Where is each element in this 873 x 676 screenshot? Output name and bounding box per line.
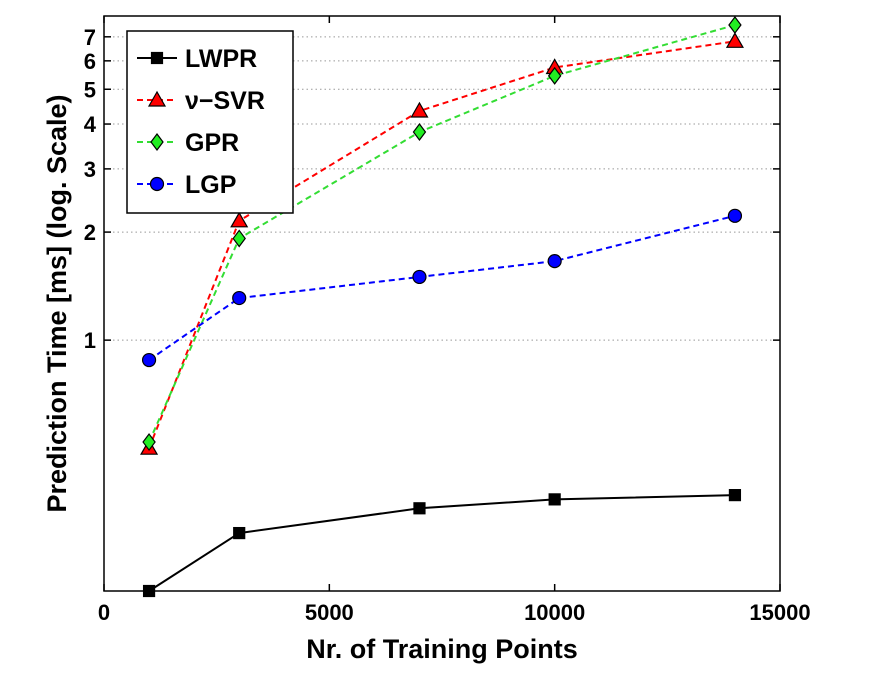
plot-frame [103,15,781,592]
y-tick-label-7: 7 [84,25,96,50]
point-gpr-7000 [412,123,427,142]
legend: LWPR ν−SVR GPR LGP [126,30,294,214]
y-tick-label-3: 3 [84,157,96,182]
legend-label-lgp: LGP [185,171,236,199]
legend-entry-lgp: LGP [137,171,236,199]
y-tick-label-1: 1 [84,328,96,353]
point-lgp-7000 [412,269,427,285]
y-tick-label-6: 6 [84,49,96,74]
point-gpr-10000 [547,66,562,85]
legend-label-lwpr: LWPR [185,45,257,73]
point-lgp-3000 [232,290,247,306]
point-lwpr-3000 [233,526,246,540]
y-tick-label-5: 5 [84,77,96,102]
y-axis-title: Prediction Time [ms] (log. Scale) [42,94,72,512]
point-lwpr-7000 [413,502,426,515]
x-tick-label-0: 0 [98,600,110,625]
legend-marker-lwpr [150,51,164,65]
y-tick-label-4: 4 [84,112,97,137]
point-lwpr-14000 [728,489,742,502]
x-tick-label-15000: 15000 [749,600,810,625]
legend-entry-svr: ν−SVR [137,87,265,115]
point-gpr-14000 [728,16,742,35]
x-tick-label-10000: 10000 [524,600,585,625]
point-gpr-3000 [232,229,246,248]
series-gpr [142,16,742,452]
series-lgp [141,208,743,368]
point-lgp-14000 [727,208,743,223]
legend-marker-lgp [149,176,165,192]
point-lgp-10000 [547,254,562,269]
x-axis-title: Nr. of Training Points [306,634,578,664]
legend-label-svr: ν−SVR [185,87,265,115]
point-svr-14000 [725,32,744,48]
point-svr-7000 [410,101,429,118]
y-tick-label-2: 2 [84,220,96,245]
legend-label-gpr: GPR [185,129,239,157]
x-tick-label-5000: 5000 [305,600,354,625]
tick-layer: 1 2 3 4 5 67 0 5000 10000 15000 [84,16,811,625]
legend-marker-svr [147,90,167,107]
legend-marker-gpr [150,133,164,151]
legend-entry-gpr: GPR [137,129,239,157]
point-lgp-1000 [141,352,157,368]
point-lwpr-10000 [548,493,561,506]
legend-entry-lwpr: LWPR [137,45,257,73]
point-gpr-1000 [142,433,156,452]
point-svr-3000 [230,211,249,228]
